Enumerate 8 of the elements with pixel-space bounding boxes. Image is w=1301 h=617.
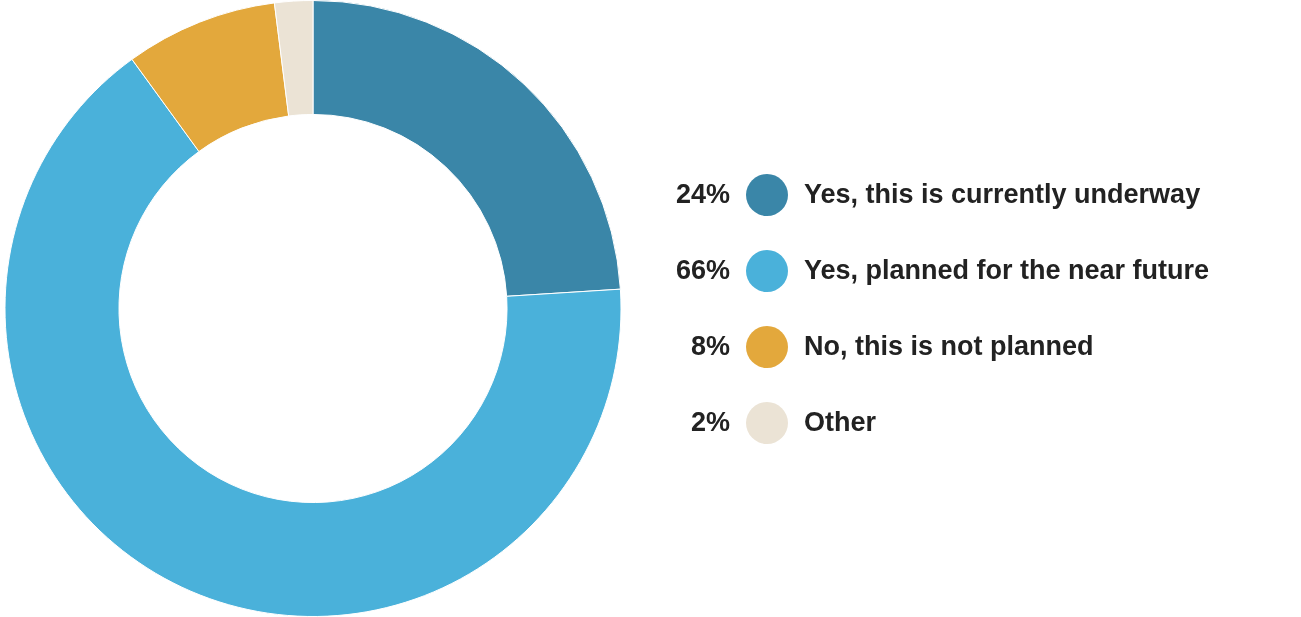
data-label: 8% <box>689 331 730 362</box>
legend-label: No, this is not planned <box>804 331 1094 362</box>
legend-label: Other <box>804 407 877 438</box>
data-label: 24% <box>674 179 730 210</box>
legend-label: Yes, planned for the near future <box>804 255 1210 286</box>
data-label: 2% <box>689 407 730 438</box>
data-label: 66% <box>674 255 730 286</box>
legend-label: Yes, this is currently underway <box>804 179 1201 210</box>
